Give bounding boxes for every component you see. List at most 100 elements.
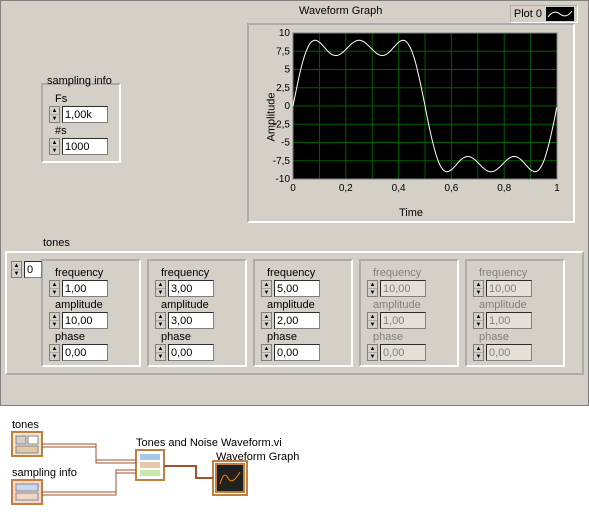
chevron-up-icon[interactable]: ▲ [50,281,59,289]
amplitude-field[interactable]: ▲▼ [155,312,241,329]
chevron-up-icon[interactable]: ▲ [50,313,59,321]
chevron-up-icon[interactable]: ▲ [262,281,271,289]
chevron-down-icon: ▼ [474,321,483,328]
amplitude-label: amplitude [161,299,241,311]
chevron-up-icon[interactable]: ▲ [156,313,165,321]
amplitude-spinner[interactable]: ▲▼ [155,312,166,329]
svg-text:1: 1 [554,183,560,194]
waveform-graph[interactable]: Amplitude -10-7,5-5-2,502,557,51000,20,4… [247,23,575,223]
svg-text:0,2: 0,2 [339,183,353,194]
frequency-input[interactable] [62,280,108,297]
x-axis-label: Time [399,207,423,219]
chevron-up-icon[interactable]: ▲ [156,281,165,289]
sampling-info-label: sampling info [47,75,115,87]
svg-text:0,8: 0,8 [497,183,511,194]
amplitude-field: ▲▼ [473,312,559,329]
waveform-plot-area: -10-7,5-5-2,502,557,51000,20,40,60,81 [253,29,563,205]
phase-spinner[interactable]: ▲▼ [155,344,166,361]
chevron-down-icon[interactable]: ▼ [50,147,59,154]
tones-index-input[interactable] [24,261,42,278]
frequency-spinner[interactable]: ▲▼ [261,280,272,297]
chevron-down-icon[interactable]: ▼ [262,321,271,328]
fs-input[interactable] [62,106,108,123]
phase-input[interactable] [62,344,108,361]
tone-cluster-4: frequency▲▼amplitude▲▼phase▲▼ [465,259,565,367]
fs-field[interactable]: ▲▼ [49,106,115,123]
phase-label: phase [55,331,135,343]
svg-text:-7,5: -7,5 [273,156,291,167]
ns-field[interactable]: ▲▼ [49,138,115,155]
chevron-down-icon[interactable]: ▼ [50,321,59,328]
phase-spinner[interactable]: ▲▼ [49,344,60,361]
phase-field: ▲▼ [473,344,559,361]
chevron-down-icon[interactable]: ▼ [50,289,59,296]
ns-spinner[interactable]: ▲▼ [49,138,60,155]
plot-legend[interactable]: Plot 0 [510,5,578,23]
frequency-field[interactable]: ▲▼ [155,280,241,297]
chevron-up-icon: ▲ [474,345,483,353]
block-diagram: tonessampling infoTones and Noise Wavefo… [0,406,589,510]
chevron-up-icon: ▲ [368,313,377,321]
chevron-up-icon[interactable]: ▲ [262,345,271,353]
amplitude-input [486,312,532,329]
chevron-up-icon: ▲ [474,281,483,289]
amplitude-label: amplitude [373,299,453,311]
svg-text:sampling info: sampling info [12,467,77,479]
chevron-down-icon[interactable]: ▼ [262,289,271,296]
amplitude-field[interactable]: ▲▼ [49,312,135,329]
phase-input[interactable] [274,344,320,361]
frequency-label: frequency [161,267,241,279]
plot-legend-sample [546,7,574,21]
chevron-down-icon[interactable]: ▼ [156,289,165,296]
chevron-down-icon[interactable]: ▼ [50,353,59,360]
chevron-down-icon[interactable]: ▼ [156,353,165,360]
chevron-up-icon[interactable]: ▲ [50,345,59,353]
chevron-up-icon[interactable]: ▲ [50,139,59,147]
tones-label: tones [43,237,70,249]
svg-text:Tones and Noise Waveform.vi: Tones and Noise Waveform.vi [136,437,282,449]
fs-spinner[interactable]: ▲▼ [49,106,60,123]
front-panel: Waveform Graph Plot 0 Amplitude -10-7,5-… [0,0,589,406]
chevron-down-icon: ▼ [368,321,377,328]
chevron-up-icon[interactable]: ▲ [262,313,271,321]
chevron-up-icon[interactable]: ▲ [156,345,165,353]
frequency-spinner[interactable]: ▲▼ [155,280,166,297]
phase-input[interactable] [168,344,214,361]
phase-field: ▲▼ [367,344,453,361]
svg-text:-5: -5 [281,138,290,149]
frequency-input[interactable] [274,280,320,297]
chevron-down-icon: ▼ [368,353,377,360]
svg-text:7,5: 7,5 [276,46,290,57]
frequency-field[interactable]: ▲▼ [49,280,135,297]
sampling-info-cluster: sampling info Fs ▲▼ #s ▲▼ [41,83,121,163]
chevron-up-icon: ▲ [474,313,483,321]
frequency-input[interactable] [168,280,214,297]
phase-field[interactable]: ▲▼ [155,344,241,361]
frequency-label: frequency [55,267,135,279]
amplitude-input[interactable] [168,312,214,329]
frequency-field[interactable]: ▲▼ [261,280,347,297]
svg-text:0,4: 0,4 [392,183,406,194]
amplitude-input[interactable] [274,312,320,329]
chevron-down-icon[interactable]: ▼ [156,321,165,328]
amplitude-field[interactable]: ▲▼ [261,312,347,329]
chevron-up-icon[interactable]: ▲ [50,107,59,115]
amplitude-input [380,312,426,329]
chevron-up-icon: ▲ [368,281,377,289]
chevron-up-icon[interactable]: ▲ [12,262,21,270]
chevron-down-icon[interactable]: ▼ [12,270,21,277]
tones-index-field[interactable]: ▲▼ [11,261,42,278]
frequency-spinner[interactable]: ▲▼ [49,280,60,297]
phase-spinner[interactable]: ▲▼ [261,344,272,361]
phase-label: phase [479,331,559,343]
tones-index-spinner[interactable]: ▲▼ [11,261,22,278]
amplitude-spinner[interactable]: ▲▼ [49,312,60,329]
amplitude-input[interactable] [62,312,108,329]
chevron-down-icon[interactable]: ▼ [262,353,271,360]
ns-input[interactable] [62,138,108,155]
amplitude-spinner[interactable]: ▲▼ [261,312,272,329]
phase-field[interactable]: ▲▼ [49,344,135,361]
amplitude-field: ▲▼ [367,312,453,329]
chevron-down-icon[interactable]: ▼ [50,115,59,122]
phase-field[interactable]: ▲▼ [261,344,347,361]
